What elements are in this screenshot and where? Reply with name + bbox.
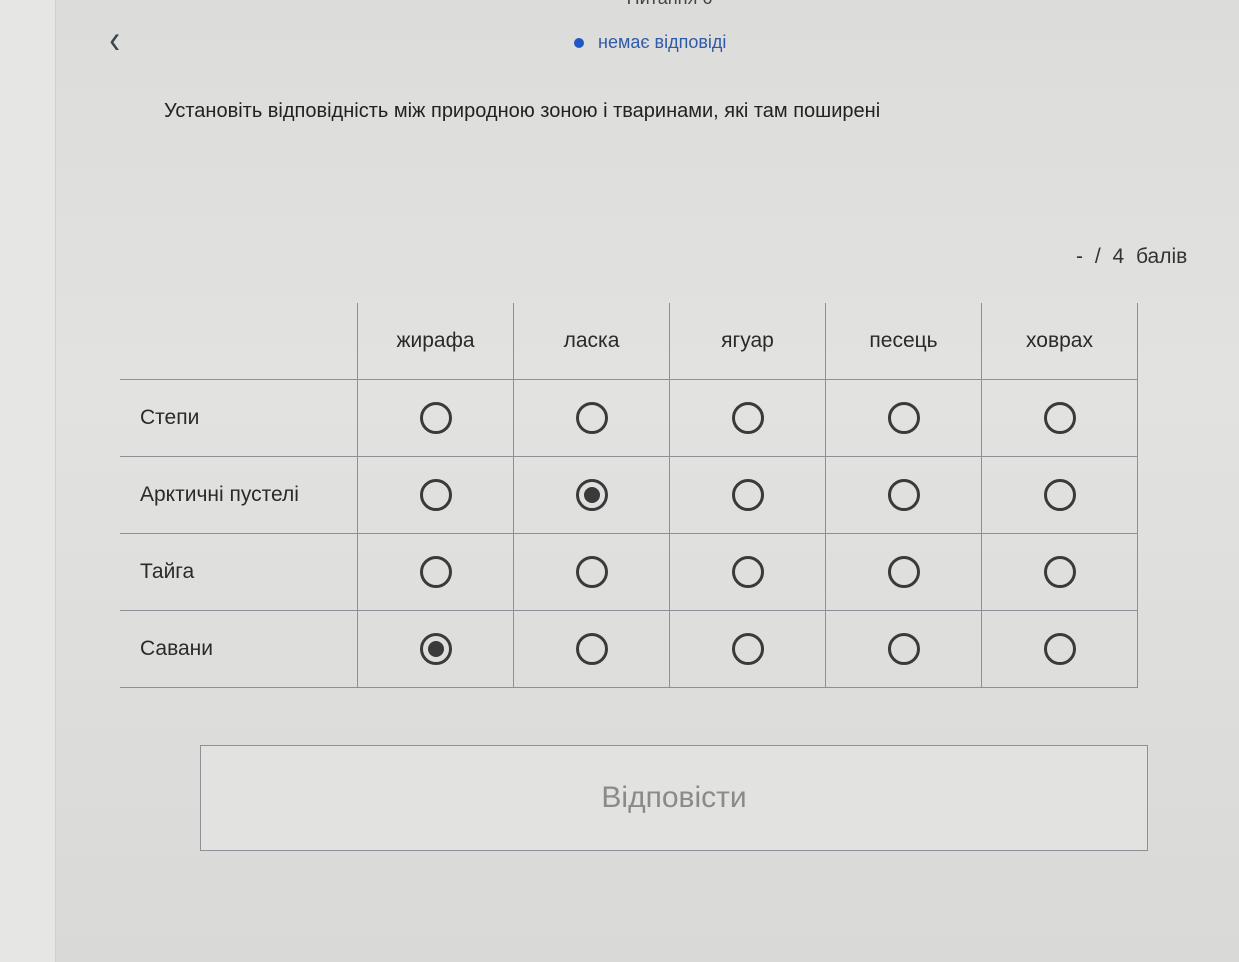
radio-button[interactable] [887, 402, 920, 434]
table-row: Савани [120, 610, 1138, 688]
radio-button[interactable] [887, 556, 920, 588]
radio-cell [825, 533, 982, 611]
column-header: песець [825, 303, 982, 380]
column-header: ховрах [981, 303, 1138, 380]
row-label: Арктичні пустелі [120, 456, 358, 534]
radio-button[interactable] [419, 479, 452, 511]
radio-button[interactable] [1043, 556, 1076, 588]
radio-cell [669, 610, 826, 688]
radio-cell [981, 379, 1138, 457]
radio-button[interactable] [1043, 479, 1076, 511]
answer-status: немає відповіді [574, 32, 726, 53]
radio-button[interactable] [887, 633, 920, 665]
table-row: Степи [120, 379, 1138, 457]
row-label: Савани [120, 610, 358, 688]
question-text: Установіть відповідність між природною з… [164, 100, 881, 122]
radio-button[interactable] [731, 402, 764, 434]
radio-cell [825, 379, 982, 457]
radio-button[interactable] [419, 556, 452, 588]
radio-cell [981, 610, 1138, 688]
column-header: жирафа [357, 303, 514, 380]
row-label: Тайга [120, 533, 358, 611]
radio-cell [669, 379, 826, 457]
radio-cell [513, 456, 670, 534]
column-header: ягуар [669, 303, 826, 380]
left-panel-edge [0, 0, 56, 962]
radio-button[interactable] [575, 556, 608, 588]
column-header: ласка [513, 303, 670, 380]
status-text: немає відповіді [598, 32, 727, 52]
radio-button[interactable] [419, 402, 452, 434]
submit-button[interactable]: Відповісти [200, 745, 1148, 851]
radio-button[interactable] [731, 479, 764, 511]
matching-grid: жирафа ласка ягуар песець ховрах Степи Арктич… [120, 303, 1138, 688]
radio-cell [669, 456, 826, 534]
corner-cell [120, 303, 358, 380]
radio-cell [357, 456, 514, 534]
back-chevron-icon[interactable]: ‹ [109, 18, 120, 62]
table-row: Тайга [120, 533, 1138, 611]
radio-button[interactable] [575, 402, 608, 434]
table-row: Арктичні пустелі [120, 456, 1138, 534]
radio-cell [513, 610, 670, 688]
radio-cell [669, 533, 826, 611]
question-number: Питання 6 [0, 0, 1239, 9]
radio-cell [825, 610, 982, 688]
radio-button[interactable] [575, 633, 608, 665]
status-dot-icon [574, 37, 584, 48]
header-row: жирафа ласка ягуар песець ховрах [120, 303, 1138, 380]
radio-cell [981, 533, 1138, 611]
radio-cell [513, 533, 670, 611]
radio-button[interactable] [1043, 633, 1076, 665]
radio-cell [357, 379, 514, 457]
radio-button[interactable] [731, 633, 764, 665]
radio-button[interactable] [419, 633, 452, 665]
row-label: Степи [120, 379, 358, 457]
radio-button[interactable] [731, 556, 764, 588]
radio-cell [357, 533, 514, 611]
radio-button[interactable] [887, 479, 920, 511]
radio-button[interactable] [575, 479, 608, 511]
score: - / 4 балів [1076, 245, 1188, 268]
radio-cell [513, 379, 670, 457]
radio-cell [825, 456, 982, 534]
radio-button[interactable] [1043, 402, 1076, 434]
radio-cell [981, 456, 1138, 534]
radio-cell [357, 610, 514, 688]
